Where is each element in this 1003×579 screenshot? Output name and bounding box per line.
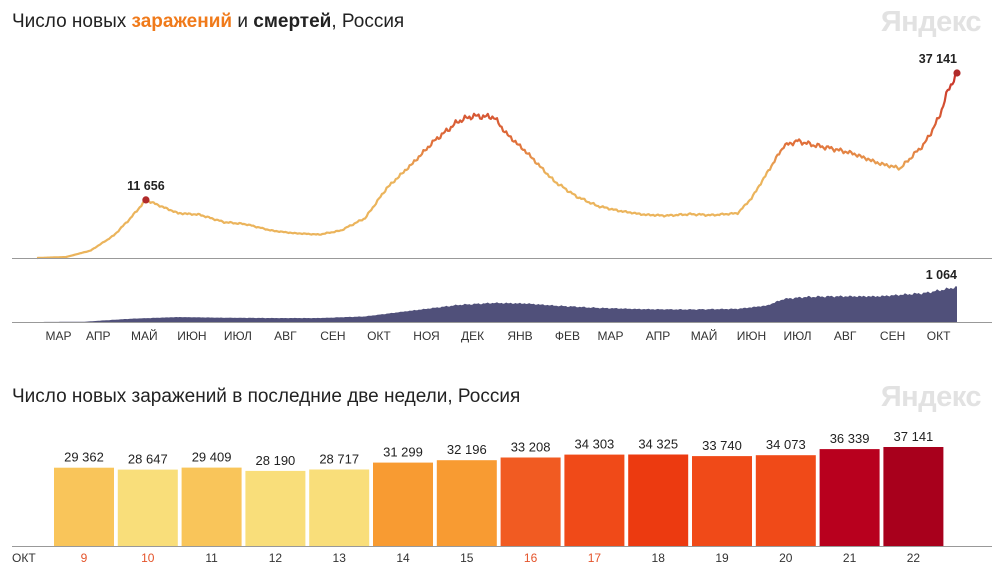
bar-day-14 xyxy=(373,462,433,546)
bar-value-label: 34 325 xyxy=(638,437,678,452)
day-tick: 17 xyxy=(588,551,602,565)
deaths-max-label: 1 064 xyxy=(926,268,957,282)
day-tick: 21 xyxy=(843,551,857,565)
month-tick: ОКТ xyxy=(367,329,391,343)
month-tick: ЯНВ xyxy=(507,329,532,343)
month-tick: АВГ xyxy=(274,329,297,343)
deaths-area xyxy=(37,286,957,322)
day-tick: 11 xyxy=(205,551,218,565)
month-tick: АПР xyxy=(646,329,671,343)
bar-value-label: 29 362 xyxy=(64,450,104,465)
bar-day-13 xyxy=(309,469,370,546)
cases-latest-marker xyxy=(953,69,961,77)
day-tick: 15 xyxy=(460,551,474,565)
cases-line xyxy=(36,70,959,260)
day-tick: 22 xyxy=(907,551,921,565)
day-tick: 20 xyxy=(779,551,793,565)
bar-value-label: 33 740 xyxy=(702,438,742,453)
bar-value-label: 28 647 xyxy=(128,452,168,467)
day-tick: 14 xyxy=(396,551,410,565)
month-tick: МАЙ xyxy=(131,328,158,343)
bar-day-11 xyxy=(181,467,242,546)
chart1-title-part1: Число новых xyxy=(12,11,132,32)
chart1-title: Число новых заражений и смертей, Россия xyxy=(12,11,404,33)
bar-day-20 xyxy=(755,455,816,546)
bar-value-label: 33 208 xyxy=(511,440,551,455)
cases-peak-2020-marker xyxy=(142,196,150,204)
chart1-title-part3: и xyxy=(232,11,254,32)
month-tick: СЕН xyxy=(320,329,345,343)
bar-value-label: 37 141 xyxy=(894,429,934,444)
bar-value-label: 32 196 xyxy=(447,442,487,457)
bar-value-label: 34 303 xyxy=(575,437,615,452)
bar-day-21 xyxy=(819,449,880,546)
month-tick: ИЮН xyxy=(177,329,206,343)
bar-value-label: 31 299 xyxy=(383,445,423,460)
cases-latest-label: 37 141 xyxy=(919,52,957,66)
yandex-logo-bottom[interactable]: Яндекс xyxy=(880,381,982,413)
bar-day-12 xyxy=(245,470,306,546)
month-tick: АВГ xyxy=(834,329,857,343)
month-tick: НОЯ xyxy=(413,329,439,343)
cases-peak-2020-label: 11 656 xyxy=(127,179,165,193)
month-tick: ИЮЛ xyxy=(224,329,252,343)
chart1-title-cases: заражений xyxy=(131,11,233,32)
chart1-title-part5: , Россия xyxy=(331,11,405,32)
chart1-title-deaths: смертей xyxy=(253,11,332,32)
month-tick: МАР xyxy=(597,329,623,343)
month-tick: ФЕВ xyxy=(555,329,580,343)
month-tick: МАЙ xyxy=(691,328,718,343)
chart2-title: Число новых заражений в последние две не… xyxy=(12,386,521,407)
bar-day-9 xyxy=(54,467,114,546)
bar-day-16 xyxy=(500,457,561,546)
bar-day-10 xyxy=(117,469,178,546)
month-tick: СЕН xyxy=(880,329,905,343)
month-tick: ИЮЛ xyxy=(783,329,811,343)
cases-deaths-chart: 11 656 37 141 1 064 МАР АПР МАЙ ИЮН ИЮЛ АВГ СЕН ОК… xyxy=(12,52,992,343)
bar-value-label: 34 073 xyxy=(766,437,806,452)
day-tick: 10 xyxy=(141,551,155,565)
bar-value-label: 36 339 xyxy=(830,431,870,446)
bar-value-label: 28 190 xyxy=(256,453,296,468)
month-tick: ДЕК xyxy=(461,329,484,343)
day-tick: 18 xyxy=(652,551,666,565)
yandex-logo-top[interactable]: Яндекс xyxy=(880,6,982,38)
bar-day-19 xyxy=(692,456,752,546)
bar-value-label: 28 717 xyxy=(319,452,359,467)
day-tick: 19 xyxy=(715,551,729,565)
day-tick: 13 xyxy=(333,551,347,565)
bar-day-22 xyxy=(883,447,944,546)
bar-day-15 xyxy=(436,460,497,546)
bar-day-18 xyxy=(628,454,689,546)
bar-day-17 xyxy=(564,454,625,546)
day-tick: 12 xyxy=(269,551,283,565)
month-label: ОКТ xyxy=(12,551,36,565)
bar-value-label: 29 409 xyxy=(192,450,232,465)
month-tick: ИЮН xyxy=(737,329,766,343)
month-tick: ОКТ xyxy=(927,329,951,343)
month-tick: АПР xyxy=(86,329,111,343)
day-tick: 9 xyxy=(81,551,88,565)
month-tick: МАР xyxy=(45,329,71,343)
day-tick: 16 xyxy=(524,551,538,565)
